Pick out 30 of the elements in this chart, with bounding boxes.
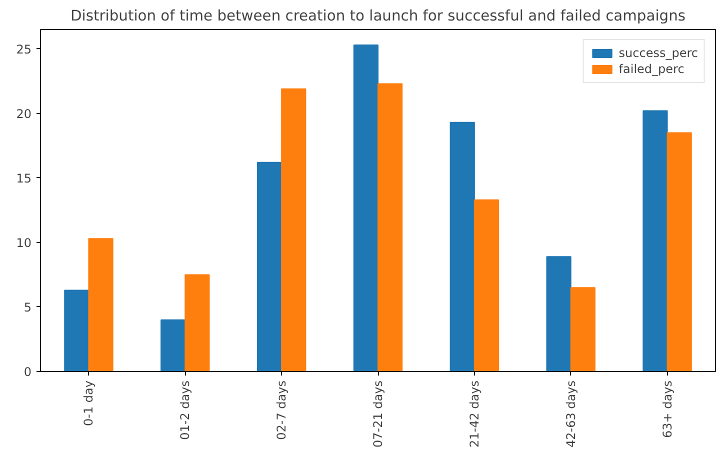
- y-tick-label: 10: [16, 236, 32, 250]
- x-tick-label: 0-1 day: [82, 380, 96, 426]
- x-tick-label: 07-21 days: [371, 380, 385, 448]
- y-tick-label: 20: [16, 106, 32, 121]
- x-tick-label: 42-63 days: [564, 380, 578, 448]
- x-tick-label: 21-42 days: [467, 380, 482, 448]
- bar: [160, 319, 186, 372]
- bar: [570, 287, 596, 372]
- x-tick-label: 02-7 days: [274, 380, 289, 440]
- legend-label: success_perc: [618, 46, 698, 60]
- y-tick-label: 5: [24, 300, 32, 314]
- x-tick-label: 01-2 days: [178, 380, 192, 440]
- bar: [184, 274, 210, 372]
- legend-label: failed_perc: [618, 62, 684, 76]
- bar: [353, 44, 378, 372]
- chart-title: Distribution of time between creation to launch for successful and failed campaigns: [70, 8, 686, 24]
- bar: [450, 122, 475, 372]
- bar: [546, 256, 572, 372]
- bar: [378, 83, 403, 372]
- bar: [88, 238, 114, 372]
- bar: [474, 199, 500, 372]
- y-tick-label: 15: [16, 171, 32, 186]
- x-tick-label: 63+ days: [660, 380, 674, 438]
- bar: [642, 110, 668, 372]
- bar: [281, 88, 306, 372]
- bar: [666, 132, 692, 372]
- bar: [256, 162, 282, 372]
- y-tick-label: 0: [24, 365, 32, 379]
- bar: [64, 290, 90, 372]
- y-tick-label: 25: [16, 42, 32, 56]
